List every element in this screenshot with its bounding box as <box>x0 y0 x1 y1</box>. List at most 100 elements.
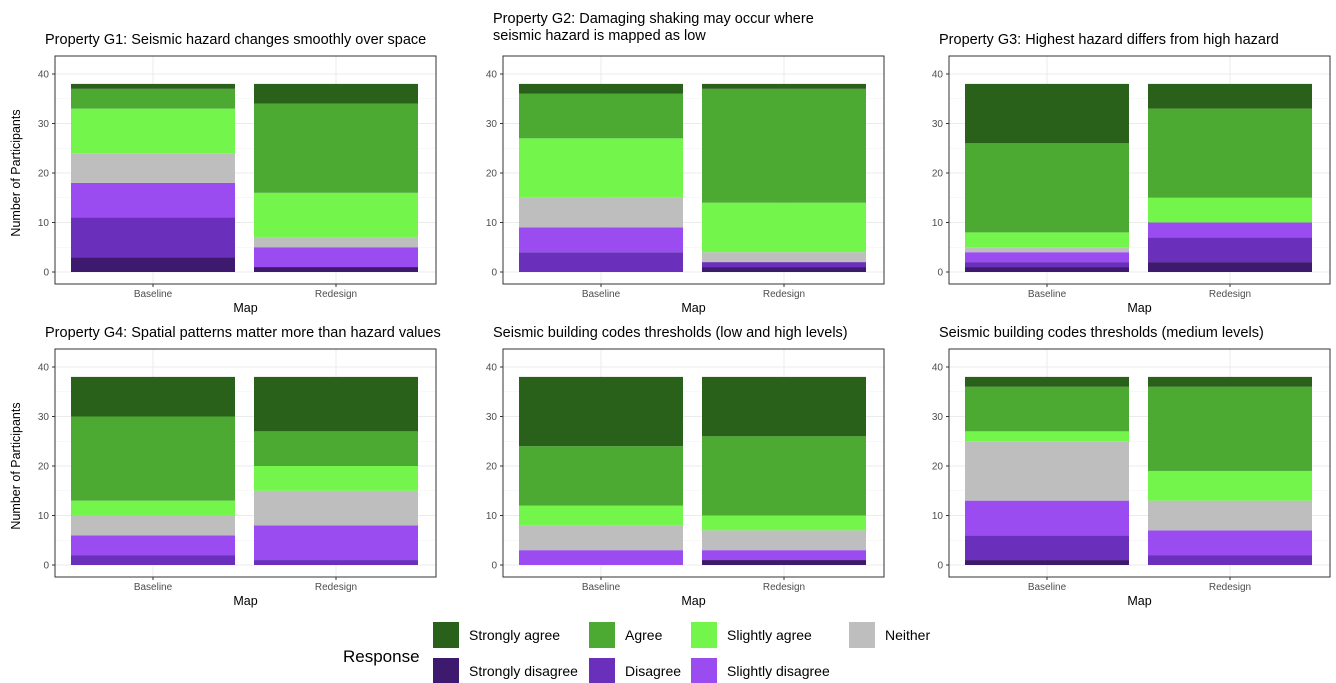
chart-panel-6: Seismic building codes thresholds (mediu… <box>932 325 1331 608</box>
bar-segment-strongly-disagree <box>965 267 1129 272</box>
y-tick-label: 0 <box>937 561 943 572</box>
chart-title-line: Property G2: Damaging shaking may occur … <box>493 11 814 27</box>
chart-title: Seismic building codes thresholds (low a… <box>493 325 848 341</box>
legend-swatch-strongly-agree <box>433 622 459 648</box>
bar-segment-strongly-disagree <box>71 257 235 272</box>
bar-segment-disagree <box>965 535 1129 561</box>
bar-segment-slightly-disagree <box>71 182 235 218</box>
chart-title: Property G1: Seismic hazard changes smoo… <box>45 32 426 48</box>
bar-segment-slightly-agree <box>965 431 1129 442</box>
bar-segment-slightly-disagree <box>71 535 235 556</box>
chart-panel-2: Property G2: Damaging shaking may occur … <box>486 11 885 315</box>
bar-segment-strongly-agree <box>965 376 1129 387</box>
chart-title-line: Property G1: Seismic hazard changes smoo… <box>45 32 426 48</box>
y-axis-label: Number of Participants <box>9 109 23 236</box>
bar-segment-strongly-agree <box>71 376 235 417</box>
chart-title-line: Property G4: Spatial patterns matter mor… <box>45 325 441 341</box>
x-axis-label: Map <box>233 594 257 608</box>
chart-panel-1: Property G1: Seismic hazard changes smoo… <box>9 32 437 315</box>
y-tick-label: 40 <box>932 363 944 374</box>
bar-segment-strongly-agree <box>254 83 418 104</box>
bar-segment-strongly-agree <box>519 83 683 94</box>
y-tick-label: 0 <box>491 268 497 279</box>
bar-segment-neither <box>254 490 418 526</box>
y-tick-label: 20 <box>38 169 50 180</box>
y-tick-label: 40 <box>486 70 498 81</box>
bar-segment-agree <box>254 431 418 466</box>
x-tick-label: Baseline <box>134 289 173 300</box>
bar-segment-disagree <box>519 252 683 272</box>
bar-segment-neither <box>519 197 683 228</box>
x-tick-label: Redesign <box>315 582 357 593</box>
chart-title: Property G2: Damaging shaking may occur … <box>493 11 814 44</box>
y-axis-label: Number of Participants <box>9 402 23 529</box>
bar-segment-slightly-disagree <box>965 252 1129 263</box>
legend-label-strongly-disagree: Strongly disagree <box>469 663 578 679</box>
bar-segment-agree <box>965 386 1129 432</box>
y-tick-label: 40 <box>38 363 50 374</box>
x-tick-label: Baseline <box>134 582 173 593</box>
legend-label-slightly-disagree: Slightly disagree <box>727 663 830 679</box>
chart-title-line: Property G3: Highest hazard differs from… <box>939 32 1279 48</box>
bar-segment-neither <box>1148 500 1312 531</box>
chart-title-line: seismic hazard is mapped as low <box>493 28 706 44</box>
bar-segment-slightly-disagree <box>254 525 418 561</box>
y-tick-label: 30 <box>38 412 50 423</box>
bar-segment-slightly-agree <box>71 500 235 516</box>
x-tick-label: Baseline <box>582 289 621 300</box>
plot-border <box>502 55 885 285</box>
bar-segment-slightly-agree <box>965 232 1129 248</box>
legend-label-neither: Neither <box>885 627 930 643</box>
bar-segment-slightly-disagree <box>1148 530 1312 556</box>
bar-segment-strongly-agree <box>965 83 1129 144</box>
chart-title: Property G4: Spatial patterns matter mor… <box>45 325 441 341</box>
bar-segment-strongly-disagree <box>702 560 866 565</box>
bar-segment-slightly-disagree <box>702 550 866 561</box>
y-tick-label: 40 <box>38 70 50 81</box>
bar-segment-disagree <box>1148 237 1312 263</box>
bar-segment-neither <box>71 153 235 183</box>
bar-segment-strongly-agree <box>71 83 235 89</box>
x-axis-label: Map <box>1127 301 1151 315</box>
y-tick-label: 30 <box>932 412 944 423</box>
plot-border <box>54 55 437 285</box>
x-axis-label: Map <box>681 301 705 315</box>
y-tick-label: 0 <box>43 268 49 279</box>
y-tick-label: 20 <box>486 462 498 473</box>
bar-segment-neither <box>702 252 866 263</box>
bar-segment-agree <box>71 416 235 501</box>
bar-segment-neither <box>71 515 235 536</box>
x-tick-label: Redesign <box>763 289 805 300</box>
bar-segment-slightly-agree <box>702 202 866 253</box>
y-tick-label: 30 <box>932 119 944 130</box>
bar-segment-agree <box>702 88 866 203</box>
legend: Response Strongly agree Agree Slightly agre… <box>343 622 930 683</box>
y-tick-label: 10 <box>486 218 498 229</box>
bar-segment-slightly-disagree <box>965 500 1129 536</box>
plot-border <box>54 348 437 578</box>
chart-panel-3: Property G3: Highest hazard differs from… <box>932 32 1331 315</box>
chart-title-line: Seismic building codes thresholds (mediu… <box>939 325 1264 341</box>
y-tick-label: 20 <box>486 169 498 180</box>
y-tick-label: 40 <box>932 70 944 81</box>
chart-title: Property G3: Highest hazard differs from… <box>939 32 1279 48</box>
bar-segment-disagree <box>965 262 1129 268</box>
bar-segment-slightly-disagree <box>519 227 683 253</box>
bar-segment-neither <box>965 441 1129 501</box>
chart-panel-4: Property G4: Spatial patterns matter mor… <box>9 325 441 608</box>
legend-swatch-neither <box>849 622 875 648</box>
chart-panel-5: Seismic building codes thresholds (low a… <box>486 325 885 608</box>
bar-segment-slightly-agree <box>254 192 418 238</box>
legend-label-slightly-agree: Slightly agree <box>727 627 812 643</box>
bar-segment-slightly-agree <box>71 108 235 154</box>
bar-segment-strongly-agree <box>254 376 418 432</box>
bar-segment-neither <box>519 525 683 551</box>
x-tick-label: Baseline <box>1028 582 1067 593</box>
bar-segment-slightly-disagree <box>254 247 418 268</box>
bar-segment-strongly-agree <box>519 376 683 447</box>
bar-segment-disagree <box>254 560 418 565</box>
bar-segment-slightly-agree <box>702 515 866 531</box>
legend-label-disagree: Disagree <box>625 663 681 679</box>
y-tick-label: 0 <box>937 268 943 279</box>
x-tick-label: Redesign <box>315 289 357 300</box>
